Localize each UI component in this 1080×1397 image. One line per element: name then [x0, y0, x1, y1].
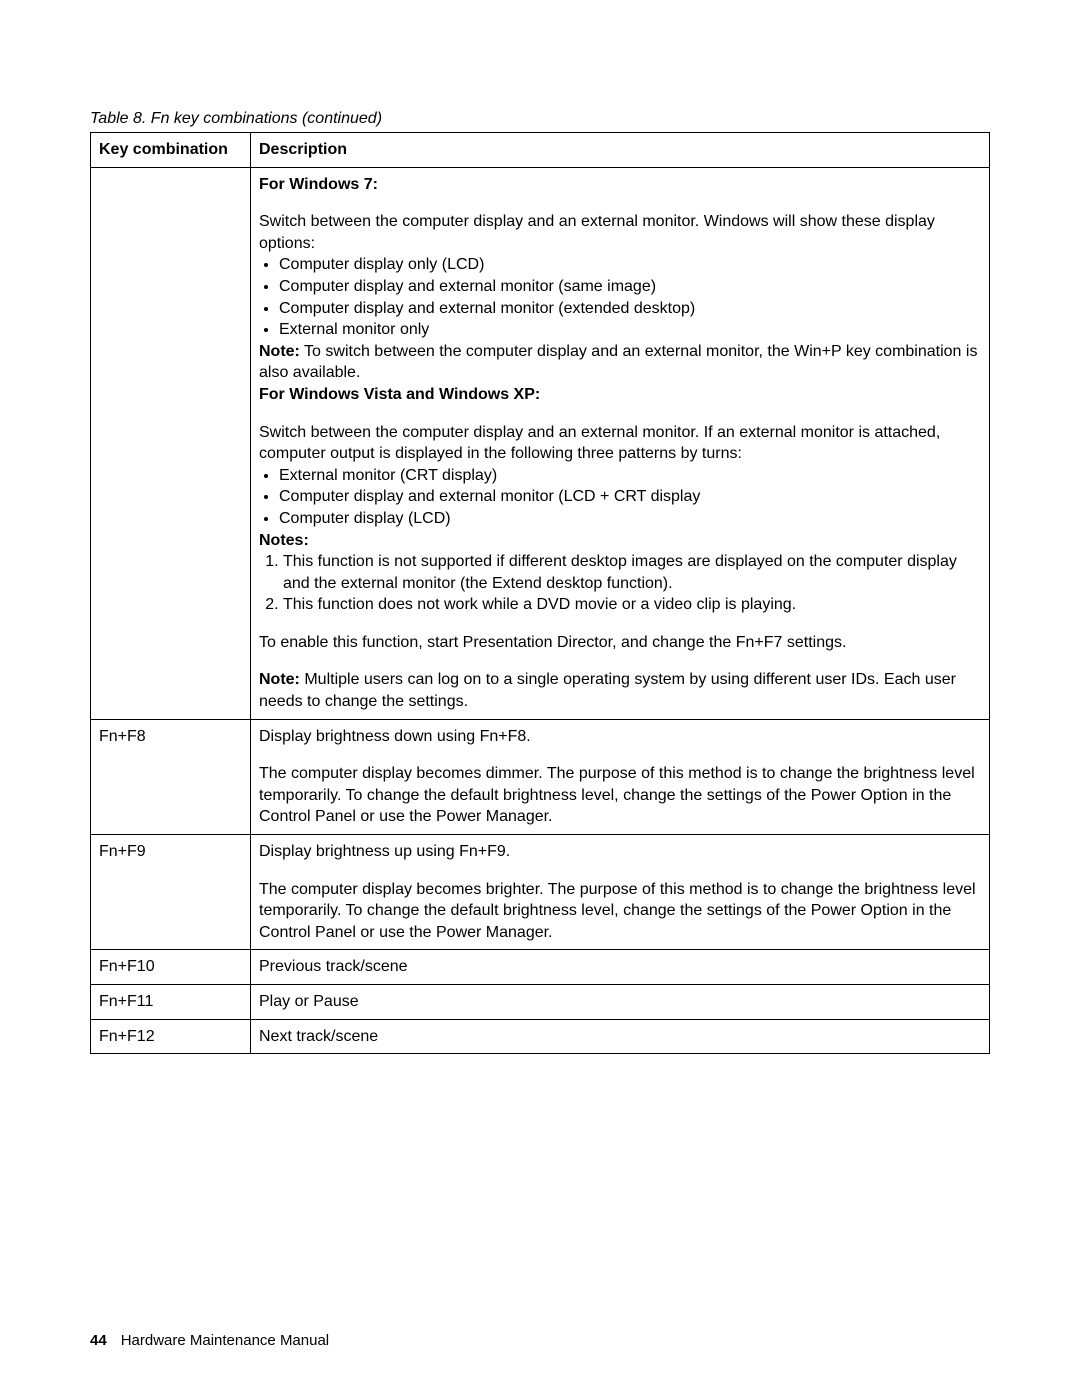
- cell-key: Fn+F11: [91, 985, 251, 1020]
- table-row: Fn+F8 Display brightness down using Fn+F…: [91, 719, 990, 834]
- list-item: Computer display (LCD): [279, 508, 981, 530]
- list-item: Computer display and external monitor (e…: [279, 298, 981, 320]
- cell-description: For Windows 7: Switch between the comput…: [251, 167, 990, 719]
- list-item: Computer display and external monitor (s…: [279, 276, 981, 298]
- heading-vista-xp: For Windows Vista and Windows XP:: [259, 384, 981, 406]
- note-text: To switch between the computer display a…: [259, 343, 977, 382]
- list-item: Computer display and external monitor (L…: [279, 486, 981, 508]
- cell-key: Fn+F9: [91, 835, 251, 950]
- table-row: Fn+F10 Previous track/scene: [91, 950, 990, 985]
- table-row: For Windows 7: Switch between the comput…: [91, 167, 990, 719]
- paragraph: The computer display becomes dimmer. The…: [259, 763, 981, 828]
- cell-key: Fn+F10: [91, 950, 251, 985]
- note: Note: Multiple users can log on to a sin…: [259, 669, 981, 712]
- cell-key: [91, 167, 251, 719]
- header-key-combination: Key combination: [91, 133, 251, 168]
- cell-key: Fn+F12: [91, 1019, 251, 1054]
- cell-description: Display brightness up using Fn+F9. The c…: [251, 835, 990, 950]
- note-text: Multiple users can log on to a single op…: [259, 671, 956, 710]
- paragraph: Switch between the computer display and …: [259, 422, 981, 465]
- table-row: Fn+F12 Next track/scene: [91, 1019, 990, 1054]
- cell-key: Fn+F8: [91, 719, 251, 834]
- cell-description: Play or Pause: [251, 985, 990, 1020]
- document-page: Table 8. Fn key combinations (continued)…: [0, 0, 1080, 1397]
- bullet-list: Computer display only (LCD) Computer dis…: [259, 254, 981, 340]
- note: Note: To switch between the computer dis…: [259, 341, 981, 384]
- paragraph: Switch between the computer display and …: [259, 211, 981, 254]
- bullet-list: External monitor (CRT display) Computer …: [259, 465, 981, 530]
- note-label: Note:: [259, 671, 300, 688]
- list-item: Computer display only (LCD): [279, 254, 981, 276]
- table-header-row: Key combination Description: [91, 133, 990, 168]
- table-row: Fn+F11 Play or Pause: [91, 985, 990, 1020]
- table-row: Fn+F9 Display brightness up using Fn+F9.…: [91, 835, 990, 950]
- cell-description: Display brightness down using Fn+F8. The…: [251, 719, 990, 834]
- paragraph: The computer display becomes brighter. T…: [259, 879, 981, 944]
- footer-title: Hardware Maintenance Manual: [121, 1332, 329, 1349]
- fn-key-table: Key combination Description For Windows …: [90, 132, 990, 1054]
- heading-win7: For Windows 7:: [259, 174, 981, 196]
- list-item: This function is not supported if differ…: [283, 551, 981, 594]
- numbered-list: This function is not supported if differ…: [259, 551, 981, 616]
- table-caption: Table 8. Fn key combinations (continued): [90, 110, 990, 128]
- cell-description: Previous track/scene: [251, 950, 990, 985]
- list-item: External monitor only: [279, 319, 981, 341]
- page-number: 44: [90, 1332, 107, 1349]
- page-footer: 44 Hardware Maintenance Manual: [90, 1332, 329, 1349]
- paragraph: Display brightness up using Fn+F9.: [259, 841, 981, 863]
- header-description: Description: [251, 133, 990, 168]
- list-item: External monitor (CRT display): [279, 465, 981, 487]
- paragraph: To enable this function, start Presentat…: [259, 632, 981, 654]
- notes-label: Notes:: [259, 530, 981, 552]
- note-label: Note:: [259, 343, 300, 360]
- paragraph: Display brightness down using Fn+F8.: [259, 726, 981, 748]
- list-item: This function does not work while a DVD …: [283, 594, 981, 616]
- cell-description: Next track/scene: [251, 1019, 990, 1054]
